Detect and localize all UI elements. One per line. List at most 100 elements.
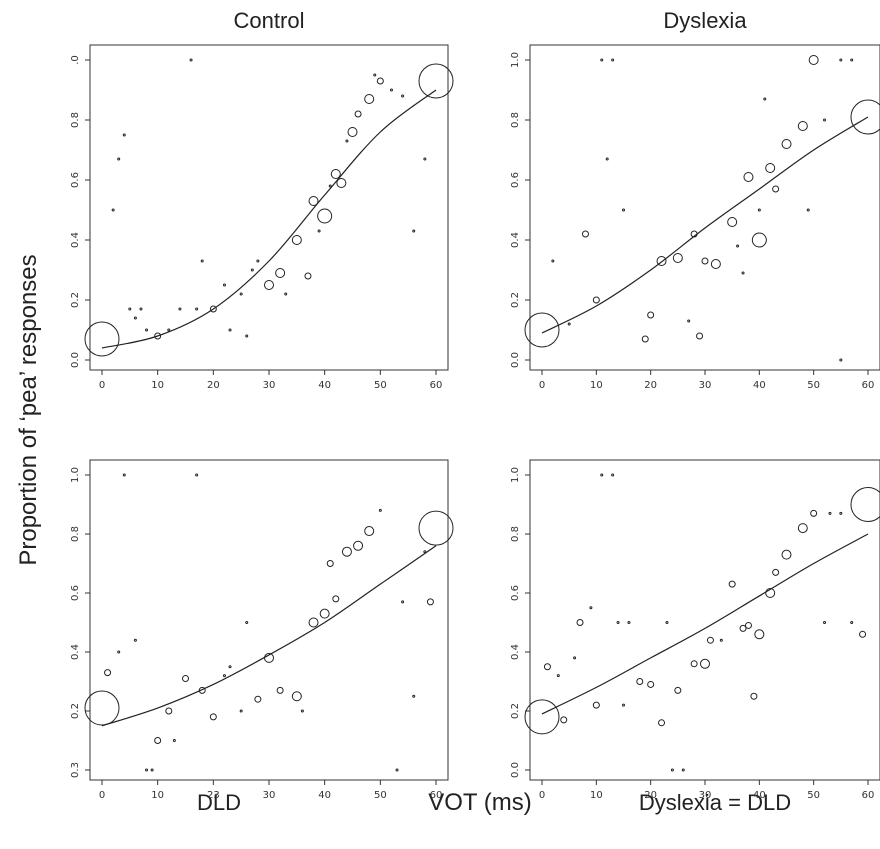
x-tick-label: 40 [318, 790, 331, 801]
y-tick-label: 0.6 [510, 585, 521, 601]
data-point [291, 235, 302, 245]
data-point [239, 709, 243, 713]
data-point [728, 580, 736, 588]
data-point [209, 713, 217, 721]
data-point [336, 178, 347, 188]
data-point [850, 99, 880, 135]
data-point [178, 307, 182, 311]
data-point [122, 473, 126, 477]
data-point [426, 598, 434, 606]
data-point [706, 636, 714, 644]
data-point [806, 208, 810, 212]
y-tick-label: 0.4 [70, 232, 81, 248]
data-point [576, 619, 584, 626]
data-point [326, 560, 334, 567]
data-point [364, 94, 375, 104]
data-point [600, 58, 604, 62]
data-point [376, 77, 384, 85]
data-point [412, 229, 416, 233]
data-point [245, 621, 249, 624]
data-point [254, 695, 262, 703]
data-point [341, 546, 352, 557]
data-point [839, 58, 843, 62]
data-point [751, 232, 767, 248]
data-point [658, 719, 666, 727]
panel-1: Control 0 10 20 30 40 50 60 0.0 0.2 0.4 0.6 0.8 .0 [70, 8, 454, 391]
data-point [275, 268, 286, 278]
y-tick-label: 0.2 [510, 703, 521, 719]
data-point [828, 511, 832, 515]
data-point [128, 307, 132, 311]
x-tick-label: 50 [807, 380, 820, 391]
data-point [696, 332, 704, 340]
data-point [200, 259, 204, 263]
panel-title: Dyslexia [663, 8, 747, 33]
y-tick-label: 0.0 [510, 762, 521, 778]
data-point [543, 663, 551, 671]
data-point [823, 621, 827, 624]
fit-curve [101, 89, 437, 349]
panel-3: DLD 0 10 23 30 40 50 60 0.3 0.2 0.4 0.6 0.8 1.0 [70, 459, 454, 815]
data-point [710, 259, 721, 269]
data-point [810, 509, 818, 517]
y-tick-label: 0.6 [510, 172, 521, 188]
data-point [781, 549, 792, 560]
data-point [167, 328, 171, 332]
data-point [154, 332, 162, 340]
data-point [700, 658, 710, 669]
data-point [373, 73, 377, 77]
data-point [353, 540, 364, 551]
x-tick-label: 0 [99, 380, 105, 391]
data-point [808, 55, 819, 65]
data-point [823, 118, 827, 122]
x-tick-label: 20 [644, 790, 657, 801]
data-point [765, 588, 776, 598]
data-point [345, 139, 349, 143]
x-tick-label: 10 [151, 790, 164, 801]
data-point [182, 675, 189, 683]
data-point [781, 139, 792, 149]
data-point [743, 172, 754, 182]
x-tick-label: 40 [753, 790, 766, 801]
data-point [154, 737, 162, 744]
data-point [622, 208, 625, 212]
data-point [636, 678, 644, 685]
data-point [772, 568, 780, 576]
x-tick-label: 0 [539, 380, 545, 391]
x-tick-label: 40 [753, 380, 766, 391]
data-point [228, 328, 232, 332]
data-point [797, 523, 808, 534]
data-point [364, 526, 375, 537]
data-point [347, 127, 358, 137]
y-tick-label: 0.2 [70, 292, 81, 308]
y-tick-label: 0.8 [510, 112, 521, 128]
data-point [195, 473, 199, 477]
data-point [317, 208, 333, 224]
x-tick-label: 30 [699, 790, 712, 801]
data-point [672, 253, 683, 263]
data-point [739, 624, 747, 632]
data-point [687, 319, 691, 323]
x-tick-label: 50 [807, 790, 820, 801]
y-tick-label: 0.8 [70, 526, 81, 542]
data-point [616, 621, 620, 624]
data-point [674, 686, 682, 694]
x-tick-label: 10 [590, 380, 603, 391]
data-point [560, 716, 568, 724]
data-point [641, 335, 649, 343]
panel-2: Dyslexia 0 10 20 30 40 50 60 0.0 0.2 0.4 0.6 0.8 1.0 [510, 8, 880, 391]
data-point [291, 691, 302, 702]
data-point [524, 699, 560, 735]
data-point [256, 259, 260, 263]
data-point [589, 606, 593, 610]
data-point [744, 621, 752, 629]
data-point [145, 768, 149, 772]
data-point [581, 230, 589, 238]
data-point [354, 110, 362, 118]
x-tick-label: 60 [862, 790, 875, 801]
data-point [701, 257, 709, 265]
data-point [681, 768, 685, 772]
data-point [139, 307, 143, 311]
data-point [330, 169, 341, 179]
